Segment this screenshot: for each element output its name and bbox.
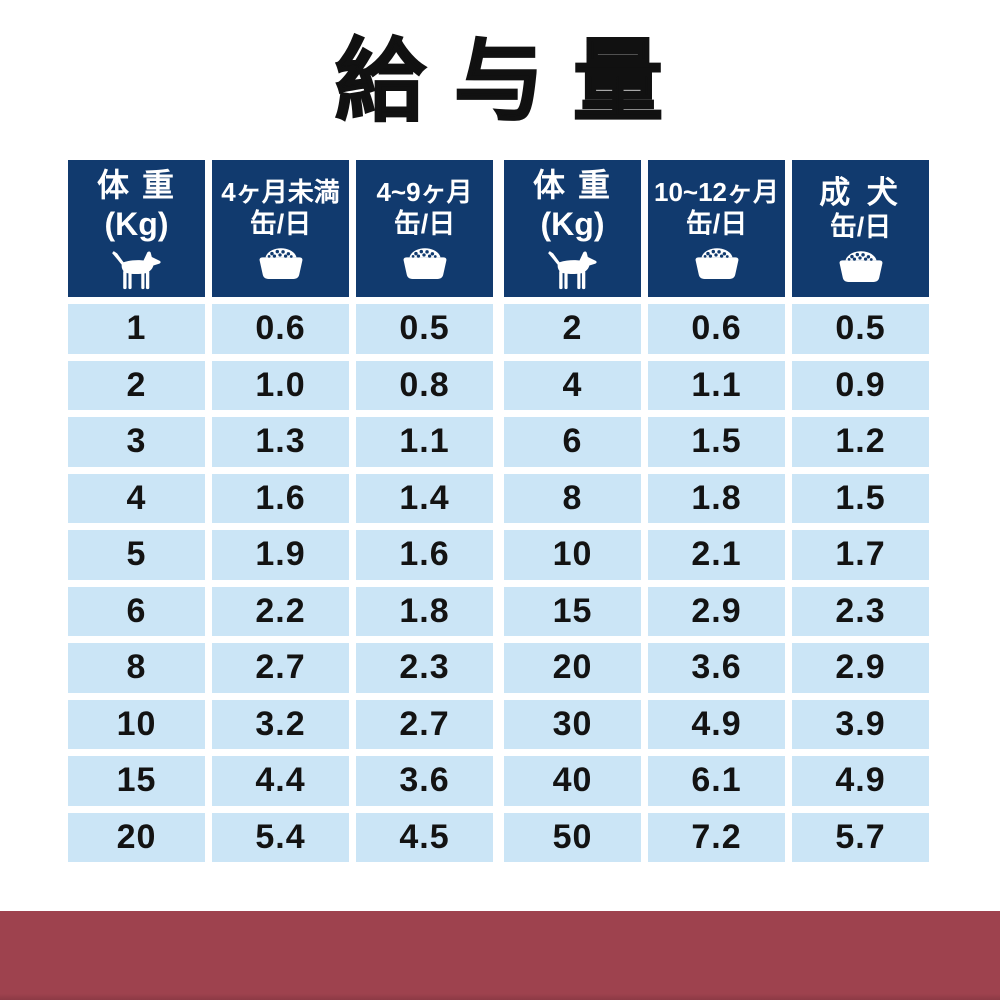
header-4-9mo: 4~9ヶ月 缶/日: [356, 160, 493, 297]
header-label-line2: (Kg): [540, 205, 605, 242]
table-cell: 2.3: [356, 643, 493, 693]
column-10-12mo: 10~12ヶ月 缶/日 0.6 1.1 1.5 1.8 2.1 2.9 3.6 4.9 6.1 7.2: [648, 160, 785, 862]
column-weight-right: 体 重 (Kg) 2 4 6 8 10 15 20 30 40 50: [504, 160, 641, 862]
column-4-9mo: 4~9ヶ月 缶/日 0.5 0.8 1.1 1.4 1.6 1.8 2.3 2.7 3.6 4.5: [356, 160, 493, 862]
table-cell: 1.5: [648, 417, 785, 467]
table-cell: 3.6: [648, 643, 785, 693]
feeding-table: 体 重 (Kg) 1 2 3 4 5 6 8 10 15 20 4ヶ月未満 缶/日 0.6 1.0 1.3 1.6…: [68, 160, 929, 862]
table-cell: 2.3: [792, 586, 929, 636]
table-cell: 8: [68, 643, 205, 693]
bowl-icon: [258, 247, 304, 280]
table-cell: 1.8: [648, 473, 785, 523]
table-cell: 2.9: [792, 643, 929, 693]
dog-icon: [545, 250, 601, 291]
header-label-line2: 缶/日: [249, 208, 312, 239]
table-cell: 30: [504, 699, 641, 749]
header-label-line2: 缶/日: [685, 208, 748, 239]
table-cell: 20: [504, 643, 641, 693]
table-cell: 0.5: [356, 304, 493, 354]
footer-band: [0, 911, 1000, 1000]
header-weight-left: 体 重 (Kg): [68, 160, 205, 297]
table-cell: 5.4: [212, 812, 349, 862]
header-10-12mo: 10~12ヶ月 缶/日: [648, 160, 785, 297]
column-adult: 成 犬缶/日 0.5 0.9 1.2 1.5 1.7 2.3 2.9 3.9 4.9 5.7: [792, 160, 929, 862]
header-label-line1: 10~12ヶ月: [653, 176, 780, 207]
table-cell: 4: [504, 360, 641, 410]
table-cell: 1.4: [356, 473, 493, 523]
bowl-icon: [838, 250, 884, 283]
table-cell: 1.0: [212, 360, 349, 410]
table-cell: 8: [504, 473, 641, 523]
table-cell: 2: [68, 360, 205, 410]
header-label-line2: 缶/日: [829, 211, 892, 242]
column-under-4mo: 4ヶ月未満 缶/日 0.6 1.0 1.3 1.6 1.9 2.2 2.7 3.2 4.4 5.4: [212, 160, 349, 862]
table-cell: 1.1: [648, 360, 785, 410]
header-label-line1: 体 重: [533, 167, 612, 204]
table-cell: 2.7: [212, 643, 349, 693]
table-cell: 0.6: [648, 304, 785, 354]
page-title: 給 与 量: [334, 32, 665, 132]
table-cell: 1.2: [792, 417, 929, 467]
table-cell: 50: [504, 812, 641, 862]
table-cell: 0.9: [792, 360, 929, 410]
table-cell: 7.2: [648, 812, 785, 862]
table-cell: 4.4: [212, 756, 349, 806]
header-under-4mo: 4ヶ月未満 缶/日: [212, 160, 349, 297]
table-cell: 3.6: [356, 756, 493, 806]
table-cell: 10: [68, 699, 205, 749]
dog-icon: [109, 250, 165, 291]
table-cell: 1.3: [212, 417, 349, 467]
table-cell: 3.9: [792, 699, 929, 749]
header-label-line1: 成 犬: [819, 174, 902, 210]
table-cell: 10: [504, 530, 641, 580]
table-cell: 4: [68, 473, 205, 523]
header-label-line1: 4~9ヶ月: [376, 176, 473, 207]
table-cell: 15: [504, 586, 641, 636]
table-cell: 5: [68, 530, 205, 580]
table-cell: 1.8: [356, 586, 493, 636]
table-cell: 1: [68, 304, 205, 354]
table-cell: 1.9: [212, 530, 349, 580]
table-cell: 3: [68, 417, 205, 467]
table-cell: 2.9: [648, 586, 785, 636]
header-weight-right: 体 重 (Kg): [504, 160, 641, 297]
table-cell: 1.1: [356, 417, 493, 467]
table-cell: 1.6: [356, 530, 493, 580]
table-cell: 2.1: [648, 530, 785, 580]
header-label-line2: (Kg): [104, 205, 169, 242]
table-cell: 6: [504, 417, 641, 467]
header-label-line1: 体 重: [97, 167, 176, 204]
header-label-line1: 4ヶ月未満: [221, 176, 340, 207]
table-cell: 1.7: [792, 530, 929, 580]
table-cell: 0.5: [792, 304, 929, 354]
table-cell: 1.5: [792, 473, 929, 523]
table-cell: 20: [68, 812, 205, 862]
table-cell: 0.8: [356, 360, 493, 410]
column-weight-left: 体 重 (Kg) 1 2 3 4 5 6 8 10 15 20: [68, 160, 205, 862]
table-cell: 1.6: [212, 473, 349, 523]
table-cell: 2: [504, 304, 641, 354]
table-cell: 0.6: [212, 304, 349, 354]
table-cell: 5.7: [792, 812, 929, 862]
table-cell: 3.2: [212, 699, 349, 749]
table-cell: 2.7: [356, 699, 493, 749]
table-cell: 4.9: [792, 756, 929, 806]
table-cell: 6.1: [648, 756, 785, 806]
header-label-line2: 缶/日: [393, 208, 456, 239]
bowl-icon: [402, 247, 448, 280]
table-cell: 15: [68, 756, 205, 806]
table-cell: 40: [504, 756, 641, 806]
table-cell: 4.9: [648, 699, 785, 749]
header-adult: 成 犬缶/日: [792, 160, 929, 297]
table-cell: 6: [68, 586, 205, 636]
table-cell: 4.5: [356, 812, 493, 862]
bowl-icon: [694, 247, 740, 280]
table-cell: 2.2: [212, 586, 349, 636]
